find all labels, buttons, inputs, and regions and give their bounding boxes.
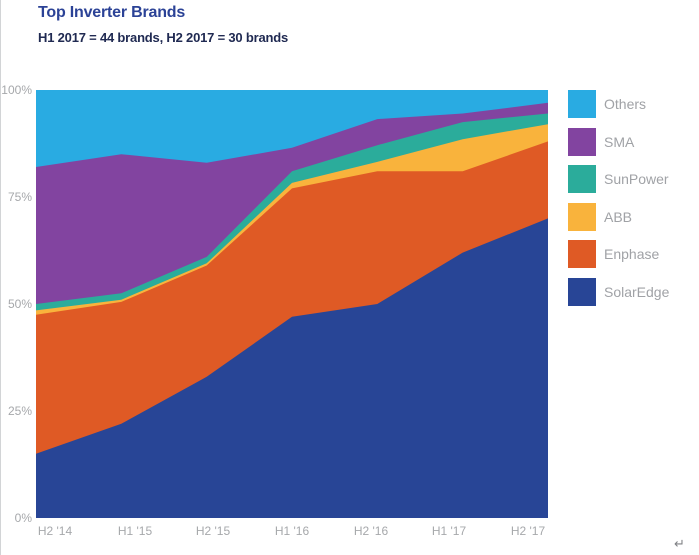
legend-swatch-others — [568, 90, 596, 118]
chart-subtitle: H1 2017 = 44 brands, H2 2017 = 30 brands — [38, 30, 288, 45]
legend-label-abb: ABB — [604, 208, 633, 225]
x-axis-tick-4: H1 '16 — [274, 524, 310, 538]
legend-swatch-sma — [568, 127, 596, 156]
x-axis-tick-6: H1 '17 — [431, 524, 467, 538]
x-axis-tick-2: H1 '15 — [117, 524, 153, 538]
x-axis-tick-5: H2 '16 — [353, 524, 389, 538]
chart-title: Top Inverter Brands — [38, 4, 186, 21]
x-axis-tick-1: H2 '14 — [37, 524, 73, 538]
legend-label-others: Others — [604, 96, 647, 112]
legend-label-sma: SMA — [604, 133, 635, 150]
legend-label-sunpower: SunPower — [604, 171, 669, 187]
paragraph-return-icon: ↵ — [674, 536, 685, 551]
legend-swatch-enphase — [568, 240, 596, 268]
y-axis-tick-25: 25% — [7, 404, 32, 418]
legend-label-solaredge: SolarEdge — [604, 283, 670, 300]
legend-label-enphase: Enphase — [604, 246, 660, 262]
y-axis-tick-50: 50% — [7, 297, 32, 311]
area-series-solaredge — [36, 218, 548, 518]
x-axis-tick-7: H2 '17 — [510, 524, 546, 538]
y-axis-tick-75: 75% — [7, 190, 32, 204]
y-axis-tick-100: 100% — [1, 83, 32, 97]
page-edge-line — [0, 0, 1, 555]
legend-swatch-sunpower — [568, 165, 596, 193]
y-axis-tick-0: 0% — [14, 511, 32, 525]
x-axis-tick-3: H2 '15 — [195, 524, 231, 538]
legend-swatch-abb — [568, 202, 596, 231]
legend-swatch-solaredge — [568, 277, 596, 306]
